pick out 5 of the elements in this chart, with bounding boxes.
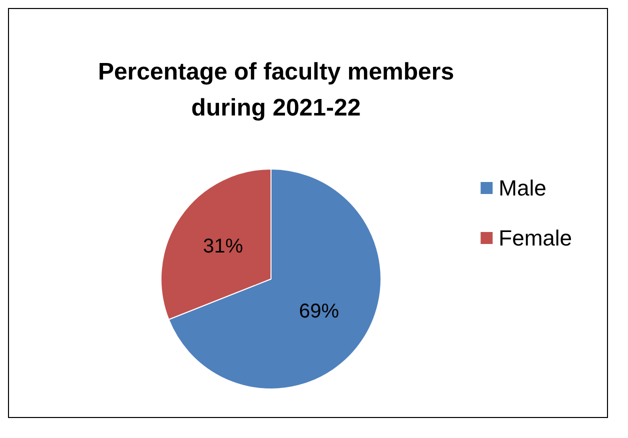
chart-title: Percentage of faculty members during 2021-22 xyxy=(98,58,454,122)
legend-label: Male xyxy=(498,176,546,200)
data-label: 69% xyxy=(298,300,340,323)
data-label: 31% xyxy=(203,235,244,258)
legend-label: Female xyxy=(498,226,572,250)
